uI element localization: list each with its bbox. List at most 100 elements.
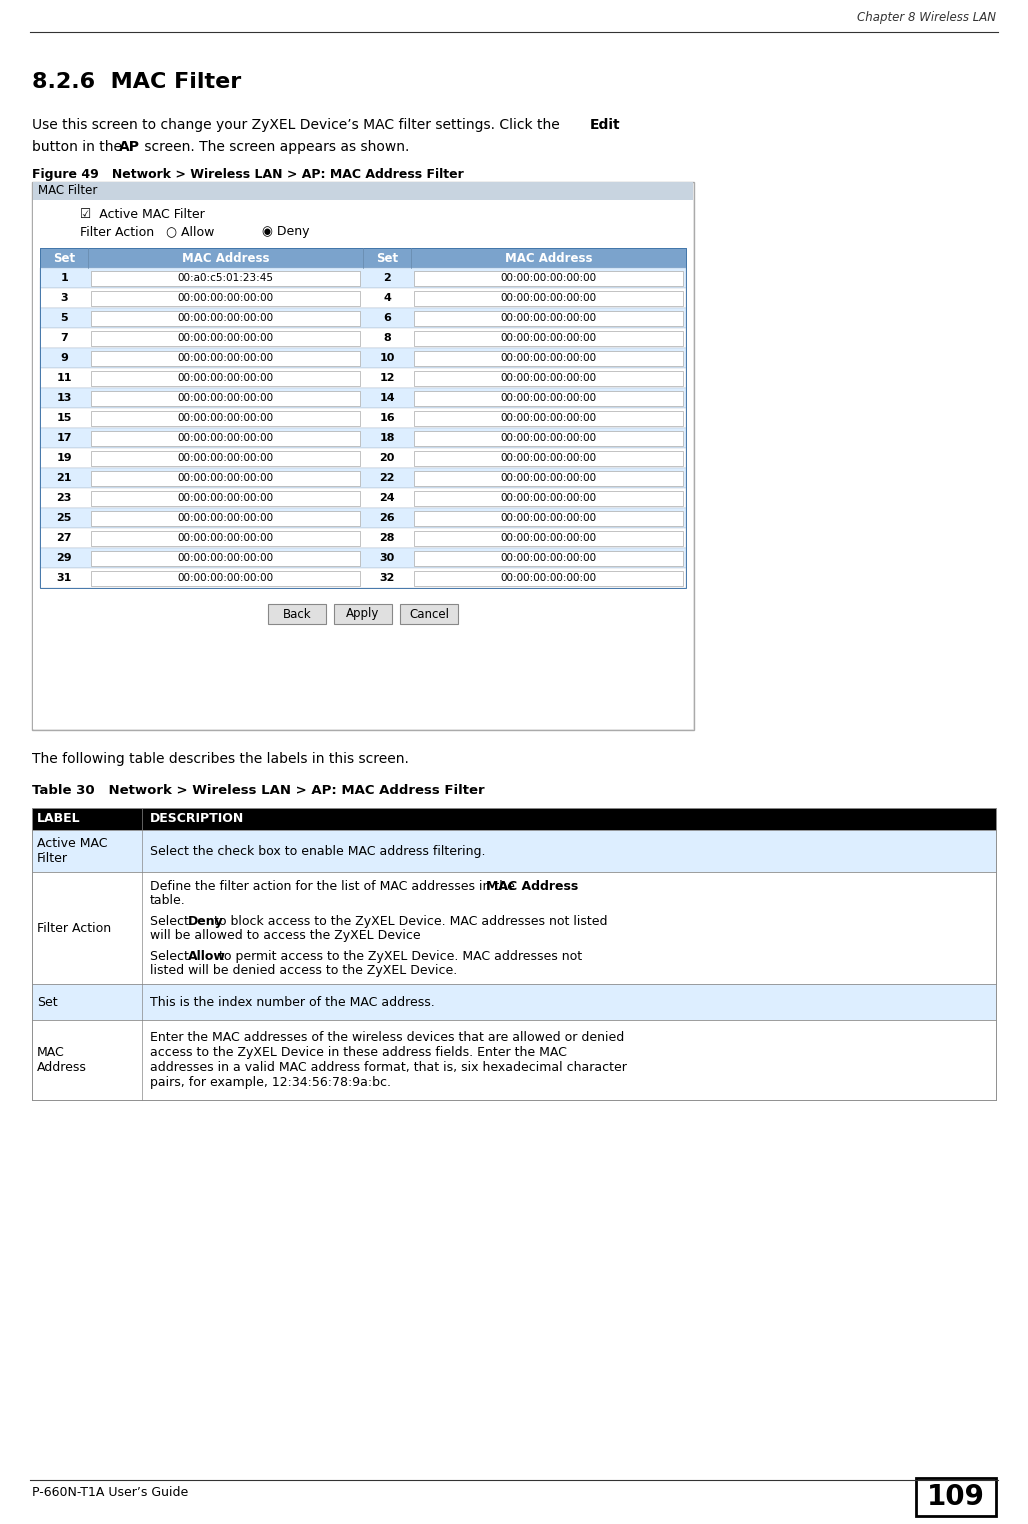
Text: 00:00:00:00:00:00: 00:00:00:00:00:00 bbox=[178, 433, 273, 443]
Bar bbox=[91, 331, 360, 346]
Text: Define the filter action for the list of MAC addresses in the: Define the filter action for the list of… bbox=[150, 879, 519, 893]
Text: 00:00:00:00:00:00: 00:00:00:00:00:00 bbox=[501, 312, 597, 323]
Text: 19: 19 bbox=[57, 453, 72, 463]
Text: will be allowed to access the ZyXEL Device: will be allowed to access the ZyXEL Devi… bbox=[150, 930, 420, 942]
Text: 31: 31 bbox=[57, 573, 72, 584]
Bar bbox=[414, 572, 683, 587]
Bar bbox=[40, 507, 686, 527]
Bar bbox=[414, 451, 683, 466]
Bar bbox=[91, 491, 360, 506]
Bar bbox=[91, 311, 360, 326]
Bar bbox=[916, 1478, 996, 1516]
Text: 3: 3 bbox=[61, 293, 68, 303]
Text: 24: 24 bbox=[379, 492, 395, 503]
Bar bbox=[40, 527, 686, 549]
Text: to block access to the ZyXEL Device. MAC addresses not listed: to block access to the ZyXEL Device. MAC… bbox=[210, 914, 608, 928]
Bar bbox=[40, 347, 686, 367]
Text: 10: 10 bbox=[379, 354, 395, 363]
Bar bbox=[414, 351, 683, 366]
Text: This is the index number of the MAC address.: This is the index number of the MAC addr… bbox=[150, 995, 435, 1009]
Text: ◉ Deny: ◉ Deny bbox=[262, 226, 309, 238]
Text: 8.2.6  MAC Filter: 8.2.6 MAC Filter bbox=[32, 72, 242, 91]
Text: 2: 2 bbox=[383, 273, 391, 283]
Bar bbox=[414, 471, 683, 486]
Bar bbox=[32, 181, 694, 730]
Text: 00:00:00:00:00:00: 00:00:00:00:00:00 bbox=[501, 533, 597, 543]
Bar bbox=[91, 572, 360, 587]
Text: Set: Set bbox=[376, 251, 398, 265]
Text: Deny: Deny bbox=[188, 914, 224, 928]
Bar bbox=[40, 248, 686, 588]
Bar bbox=[400, 604, 458, 623]
Text: Apply: Apply bbox=[346, 608, 379, 620]
Bar bbox=[414, 271, 683, 287]
Bar bbox=[414, 491, 683, 506]
Text: 26: 26 bbox=[379, 514, 395, 523]
Text: Set: Set bbox=[37, 995, 58, 1009]
Text: Select the check box to enable MAC address filtering.: Select the check box to enable MAC addre… bbox=[150, 844, 485, 858]
Text: 00:00:00:00:00:00: 00:00:00:00:00:00 bbox=[501, 273, 597, 283]
Bar bbox=[40, 268, 686, 288]
Text: Chapter 8 Wireless LAN: Chapter 8 Wireless LAN bbox=[857, 12, 996, 24]
Text: 00:00:00:00:00:00: 00:00:00:00:00:00 bbox=[178, 553, 273, 562]
Bar bbox=[40, 468, 686, 488]
Bar bbox=[91, 451, 360, 466]
Bar bbox=[32, 872, 996, 985]
Bar bbox=[32, 808, 996, 831]
Bar bbox=[91, 552, 360, 565]
Text: Back: Back bbox=[283, 608, 311, 620]
Text: screen. The screen appears as shown.: screen. The screen appears as shown. bbox=[140, 140, 409, 154]
Text: 29: 29 bbox=[57, 553, 72, 562]
Bar bbox=[40, 308, 686, 328]
Text: 16: 16 bbox=[379, 413, 395, 424]
Text: 1: 1 bbox=[61, 273, 68, 283]
Text: 9: 9 bbox=[61, 354, 68, 363]
Text: Filter Action   ○ Allow: Filter Action ○ Allow bbox=[80, 226, 215, 238]
Text: 00:00:00:00:00:00: 00:00:00:00:00:00 bbox=[501, 514, 597, 523]
Text: 13: 13 bbox=[57, 393, 72, 402]
Text: MAC Address: MAC Address bbox=[486, 879, 579, 893]
Text: button in the: button in the bbox=[32, 140, 126, 154]
Text: listed will be denied access to the ZyXEL Device.: listed will be denied access to the ZyXE… bbox=[150, 965, 457, 977]
Text: 27: 27 bbox=[57, 533, 72, 543]
Bar bbox=[40, 568, 686, 588]
Text: 00:a0:c5:01:23:45: 00:a0:c5:01:23:45 bbox=[178, 273, 273, 283]
Text: Allow: Allow bbox=[188, 949, 226, 963]
Text: 00:00:00:00:00:00: 00:00:00:00:00:00 bbox=[178, 354, 273, 363]
Bar bbox=[32, 831, 996, 872]
Text: 7: 7 bbox=[61, 334, 68, 343]
Text: 25: 25 bbox=[57, 514, 72, 523]
Bar bbox=[40, 428, 686, 448]
Text: 00:00:00:00:00:00: 00:00:00:00:00:00 bbox=[178, 533, 273, 543]
Text: 14: 14 bbox=[379, 393, 395, 402]
Text: 00:00:00:00:00:00: 00:00:00:00:00:00 bbox=[501, 334, 597, 343]
Bar bbox=[414, 392, 683, 405]
Text: 15: 15 bbox=[57, 413, 72, 424]
Bar bbox=[414, 552, 683, 565]
Bar bbox=[32, 1020, 996, 1100]
Bar bbox=[40, 549, 686, 568]
Text: The following table describes the labels in this screen.: The following table describes the labels… bbox=[32, 751, 409, 767]
Text: AP: AP bbox=[119, 140, 140, 154]
Text: 21: 21 bbox=[57, 472, 72, 483]
Text: 28: 28 bbox=[379, 533, 395, 543]
Bar bbox=[91, 351, 360, 366]
Text: 00:00:00:00:00:00: 00:00:00:00:00:00 bbox=[501, 553, 597, 562]
Text: 17: 17 bbox=[57, 433, 72, 443]
Text: 00:00:00:00:00:00: 00:00:00:00:00:00 bbox=[501, 492, 597, 503]
Bar bbox=[91, 511, 360, 526]
Text: 00:00:00:00:00:00: 00:00:00:00:00:00 bbox=[501, 413, 597, 424]
Text: DESCRIPTION: DESCRIPTION bbox=[150, 812, 245, 826]
Text: 00:00:00:00:00:00: 00:00:00:00:00:00 bbox=[178, 312, 273, 323]
Text: Edit: Edit bbox=[590, 117, 621, 133]
Bar bbox=[414, 530, 683, 546]
Bar bbox=[91, 271, 360, 287]
Bar bbox=[91, 291, 360, 306]
Text: 30: 30 bbox=[379, 553, 395, 562]
Bar bbox=[91, 530, 360, 546]
Text: MAC
Address: MAC Address bbox=[37, 1045, 87, 1074]
Text: 00:00:00:00:00:00: 00:00:00:00:00:00 bbox=[178, 472, 273, 483]
Text: to permit access to the ZyXEL Device. MAC addresses not: to permit access to the ZyXEL Device. MA… bbox=[215, 949, 582, 963]
Text: 00:00:00:00:00:00: 00:00:00:00:00:00 bbox=[501, 354, 597, 363]
Text: 00:00:00:00:00:00: 00:00:00:00:00:00 bbox=[178, 453, 273, 463]
